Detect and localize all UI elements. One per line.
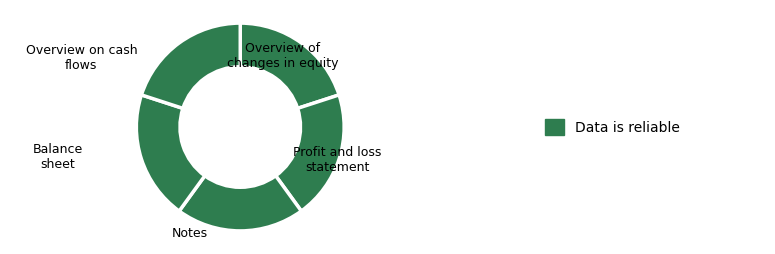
Text: Profit and loss
statement: Profit and loss statement — [293, 146, 381, 174]
Text: Overview of
changes in equity: Overview of changes in equity — [227, 42, 339, 70]
Wedge shape — [240, 23, 339, 108]
Text: Notes: Notes — [172, 227, 208, 240]
Text: Overview on cash
flows: Overview on cash flows — [26, 44, 137, 72]
Wedge shape — [276, 95, 344, 211]
Wedge shape — [141, 23, 240, 108]
Wedge shape — [179, 176, 301, 231]
Text: Balance
sheet: Balance sheet — [33, 144, 83, 171]
Legend: Data is reliable: Data is reliable — [545, 119, 680, 135]
Wedge shape — [136, 95, 205, 211]
